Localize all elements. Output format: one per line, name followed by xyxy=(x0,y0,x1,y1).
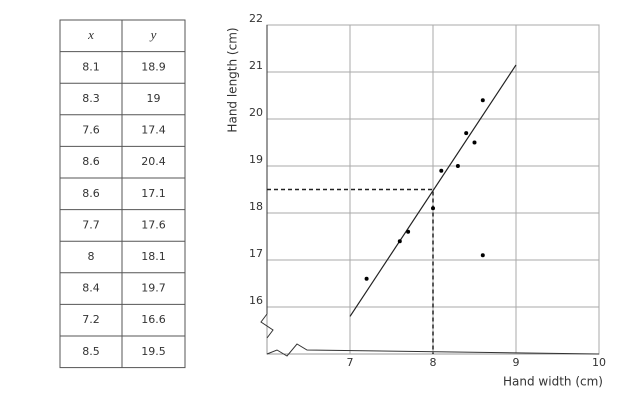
table-cell: 16.6 xyxy=(141,313,166,326)
reference-line xyxy=(267,188,434,354)
x-axis-label: Hand width (cm) xyxy=(503,375,603,389)
table-cell: 8.5 xyxy=(82,345,100,358)
point xyxy=(364,276,369,281)
table-cell: 8.1 xyxy=(82,60,100,73)
table-cell: 17.6 xyxy=(141,218,166,231)
y-tick-label: 18 xyxy=(249,200,263,213)
point xyxy=(472,140,477,145)
y-tick-label: 21 xyxy=(249,59,263,72)
x-tick-label: 9 xyxy=(513,356,520,369)
table-cell: 7.6 xyxy=(82,124,100,137)
point xyxy=(406,229,411,234)
table-cell: 20.4 xyxy=(141,155,166,168)
table-cell: 19.7 xyxy=(141,282,166,295)
table-cell: 7.7 xyxy=(82,218,100,231)
point xyxy=(439,168,444,173)
point xyxy=(480,98,485,103)
table-cell: 18.9 xyxy=(141,60,166,73)
y-tick-label: 20 xyxy=(249,106,263,119)
point xyxy=(464,131,469,136)
table-header: y xyxy=(149,27,157,42)
y-tick-label: 16 xyxy=(249,294,263,307)
table-cell: 17.4 xyxy=(141,124,166,137)
x-tick-label: 8 xyxy=(430,356,437,369)
x-tick-label: 10 xyxy=(592,356,606,369)
y-tick-label: 22 xyxy=(249,12,263,25)
y-tick-label: 19 xyxy=(249,153,263,166)
table-cell: 17.1 xyxy=(141,187,166,200)
point xyxy=(397,239,402,244)
table-cell: 18.1 xyxy=(141,250,166,263)
table-cell: 19 xyxy=(147,92,161,105)
trend-line xyxy=(349,64,517,317)
point xyxy=(455,164,460,168)
point xyxy=(431,206,435,211)
table-cell: 8.3 xyxy=(82,92,100,105)
table-cell: 8.6 xyxy=(82,187,100,200)
table-cell: 7.2 xyxy=(82,313,100,326)
table-cell: 8 xyxy=(88,250,95,263)
table-header: x xyxy=(87,27,94,42)
point xyxy=(480,253,485,258)
x-tick-label: 7 xyxy=(347,356,354,369)
y-tick-label: 17 xyxy=(249,247,263,260)
axis-break xyxy=(260,313,600,357)
y-axis-label: Hand length (cm) xyxy=(226,27,240,132)
table-cell: 8.4 xyxy=(82,282,100,295)
table-cell: 8.6 xyxy=(82,155,100,168)
table-cell: 19.5 xyxy=(141,345,166,358)
